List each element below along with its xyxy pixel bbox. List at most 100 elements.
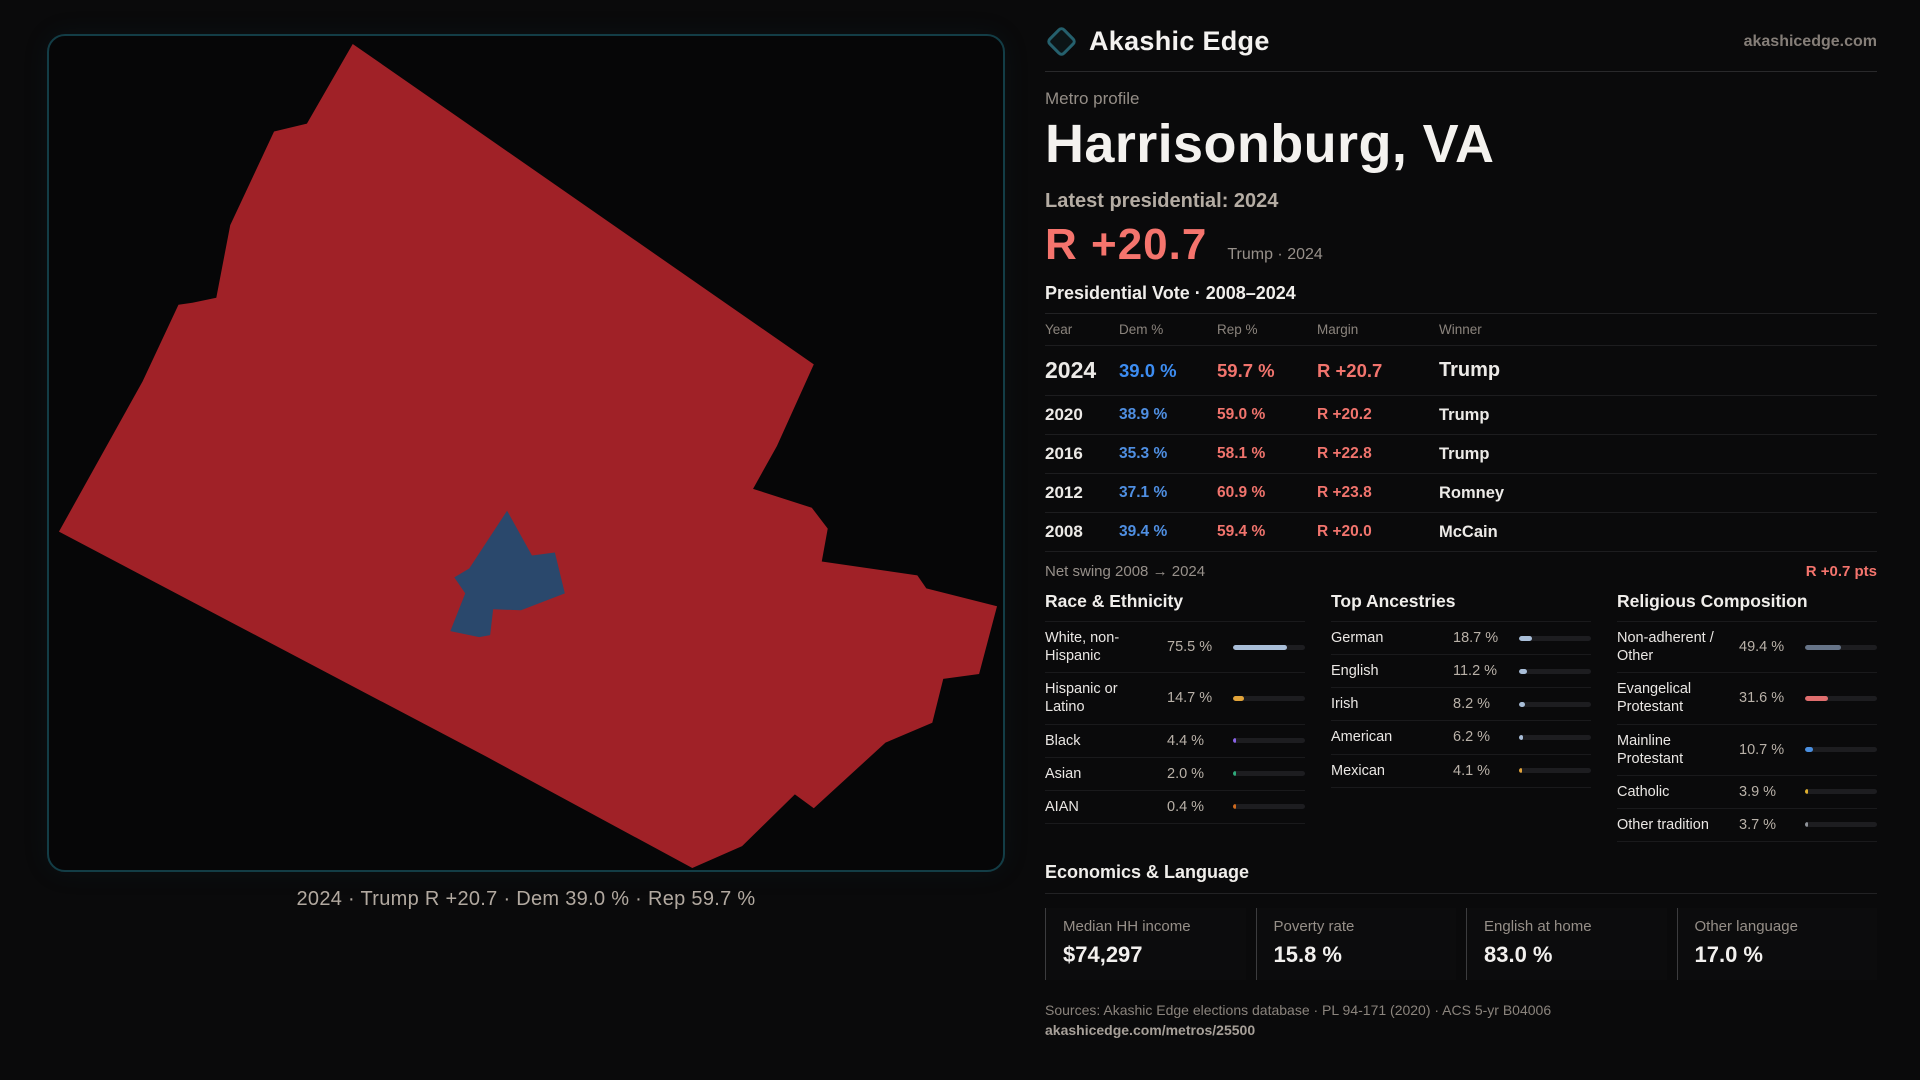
stat-label: Median HH income xyxy=(1063,918,1191,935)
cell-year: 2012 xyxy=(1045,483,1083,502)
cell-year: 2008 xyxy=(1045,522,1083,541)
demo-value: 10.7 % xyxy=(1739,741,1785,758)
cell-margin: R +20.2 xyxy=(1317,406,1372,423)
list-item: Non-adherent / Other 49.4 % xyxy=(1617,621,1877,672)
race-ethnicity-column: Race & Ethnicity White, non-Hispanic 75.… xyxy=(1045,591,1305,842)
map-caption: 2024 · Trump R +20.7 · Dem 39.0 % · Rep … xyxy=(296,888,756,910)
brand-diamond-icon xyxy=(1045,25,1078,58)
list-item: Irish 8.2 % xyxy=(1331,687,1591,720)
list-item: Evangelical Protestant 31.6 % xyxy=(1617,672,1877,723)
stat-value: $74,297 xyxy=(1063,942,1143,967)
cell-dem: 35.3 % xyxy=(1119,445,1168,462)
stat-label: English at home xyxy=(1484,918,1592,935)
cell-winner: Trump xyxy=(1439,405,1490,424)
stat-other-language: Other language 17.0 % xyxy=(1676,908,1878,980)
cell-dem: 38.9 % xyxy=(1119,406,1168,423)
demo-bar xyxy=(1233,738,1305,744)
page-title: Harrisonburg, VA xyxy=(1045,114,1495,174)
county-shape[interactable] xyxy=(58,43,998,869)
ancestries-title: Top Ancestries xyxy=(1331,591,1456,611)
demo-bar xyxy=(1233,644,1305,650)
ancestries-column: Top Ancestries German 18.7 % English 11.… xyxy=(1331,591,1591,842)
demo-label: Mainline Protestant xyxy=(1617,732,1684,767)
list-item: Other tradition 3.7 % xyxy=(1617,807,1877,841)
demo-bar xyxy=(1519,701,1591,707)
demo-bar xyxy=(1805,644,1877,650)
demo-label: AIAN xyxy=(1045,798,1079,815)
demo-bar xyxy=(1805,695,1877,701)
headline-margin-value: R +20.7 xyxy=(1045,220,1208,269)
table-row: 2012 37.1 % 60.9 % R +23.8 Romney xyxy=(1045,474,1877,513)
cell-dem: 39.4 % xyxy=(1119,523,1168,540)
cell-rep: 59.0 % xyxy=(1217,406,1266,423)
demo-label: Evangelical Protestant xyxy=(1617,681,1692,716)
headline-margin-row: R +20.7 Trump · 2024 xyxy=(1045,220,1877,270)
elections-table: Year Dem % Rep % Margin Winner 2024 39.0… xyxy=(1045,314,1877,552)
cell-dem: 39.0 % xyxy=(1119,359,1177,381)
race-ethnicity-title: Race & Ethnicity xyxy=(1045,591,1184,611)
list-item: White, non-Hispanic 75.5 % xyxy=(1045,621,1305,672)
list-item: Black 4.4 % xyxy=(1045,723,1305,757)
demo-value: 2.0 % xyxy=(1167,765,1205,782)
demo-value: 11.2 % xyxy=(1453,663,1498,680)
demo-bar xyxy=(1805,747,1877,753)
net-swing-value: R +0.7 pts xyxy=(1805,563,1877,580)
col-year: Year xyxy=(1045,322,1073,337)
table-row: 2024 39.0 % 59.7 % R +20.7 Trump xyxy=(1045,346,1877,396)
col-rep: Rep % xyxy=(1217,322,1258,337)
cell-winner: Romney xyxy=(1439,483,1505,502)
demo-value: 3.9 % xyxy=(1739,783,1777,800)
net-swing-row: Net swing 2008 → 2024 R +0.7 pts xyxy=(1045,552,1877,589)
stat-label: Other language xyxy=(1694,918,1798,935)
demo-label: Mexican xyxy=(1331,762,1385,779)
cell-rep: 59.4 % xyxy=(1217,523,1266,540)
cell-winner: Trump xyxy=(1439,359,1501,381)
cell-year: 2016 xyxy=(1045,444,1083,463)
list-item: Catholic 3.9 % xyxy=(1617,774,1877,808)
cell-winner: Trump xyxy=(1439,444,1490,463)
county-map-svg xyxy=(58,43,998,869)
race-ethnicity-list: White, non-Hispanic 75.5 % Hispanic or L… xyxy=(1045,621,1305,824)
site-header: Akashic Edge akashicedge.com xyxy=(1045,0,1877,72)
religion-title: Religious Composition xyxy=(1617,591,1808,611)
profile-panel: Akashic Edge akashicedge.com Metro profi… xyxy=(1045,0,1877,1038)
elections-table-header: Year Dem % Rep % Margin Winner xyxy=(1045,314,1877,346)
cell-rep: 59.7 % xyxy=(1217,359,1275,381)
list-item: English 11.2 % xyxy=(1331,654,1591,687)
sources-line: Sources: Akashic Edge elections database… xyxy=(1045,1002,1552,1018)
stat-median-hh-income: Median HH income $74,297 xyxy=(1045,908,1246,980)
demo-label: Irish xyxy=(1331,696,1359,713)
demo-label: German xyxy=(1331,630,1384,646)
demo-value: 14.7 % xyxy=(1167,690,1213,707)
demo-value: 31.6 % xyxy=(1739,690,1785,707)
brand-name: Akashic Edge xyxy=(1089,26,1270,56)
city-shape[interactable] xyxy=(450,510,565,638)
cell-winner: McCain xyxy=(1439,522,1498,541)
net-swing-label: Net swing 2008 → 2024 xyxy=(1045,563,1206,580)
demo-label: English xyxy=(1331,663,1379,680)
stat-value: 15.8 % xyxy=(1273,942,1343,967)
demo-value: 0.4 % xyxy=(1167,798,1205,815)
demo-label: Other tradition xyxy=(1617,816,1709,833)
demo-bar xyxy=(1233,771,1305,777)
demo-value: 49.4 % xyxy=(1739,639,1785,656)
cell-margin: R +20.0 xyxy=(1317,523,1372,540)
demo-value: 6.2 % xyxy=(1453,729,1491,746)
site-link[interactable]: akashicedge.com xyxy=(1743,32,1877,50)
demo-bar xyxy=(1805,822,1877,828)
demo-value: 75.5 % xyxy=(1167,639,1213,656)
demo-bar xyxy=(1519,734,1591,740)
list-item: German 18.7 % xyxy=(1331,621,1591,654)
economics-title: Economics & Language xyxy=(1045,862,1877,894)
cell-dem: 37.1 % xyxy=(1119,484,1168,501)
ancestries-list: German 18.7 % English 11.2 % Irish 8.2 % xyxy=(1331,621,1591,788)
stat-poverty-rate: Poverty rate 15.8 % xyxy=(1255,908,1457,980)
cell-rep: 58.1 % xyxy=(1217,445,1266,462)
elections-table-title: Presidential Vote · 2008–2024 xyxy=(1045,283,1877,314)
page-eyebrow: Metro profile xyxy=(1045,89,1140,108)
demo-label: Hispanic or Latino xyxy=(1045,681,1118,716)
permalink[interactable]: akashicedge.com/metros/25500 xyxy=(1045,1022,1256,1038)
list-item: American 6.2 % xyxy=(1331,720,1591,753)
col-dem: Dem % xyxy=(1119,322,1164,337)
demographics-section: Race & Ethnicity White, non-Hispanic 75.… xyxy=(1045,591,1877,842)
